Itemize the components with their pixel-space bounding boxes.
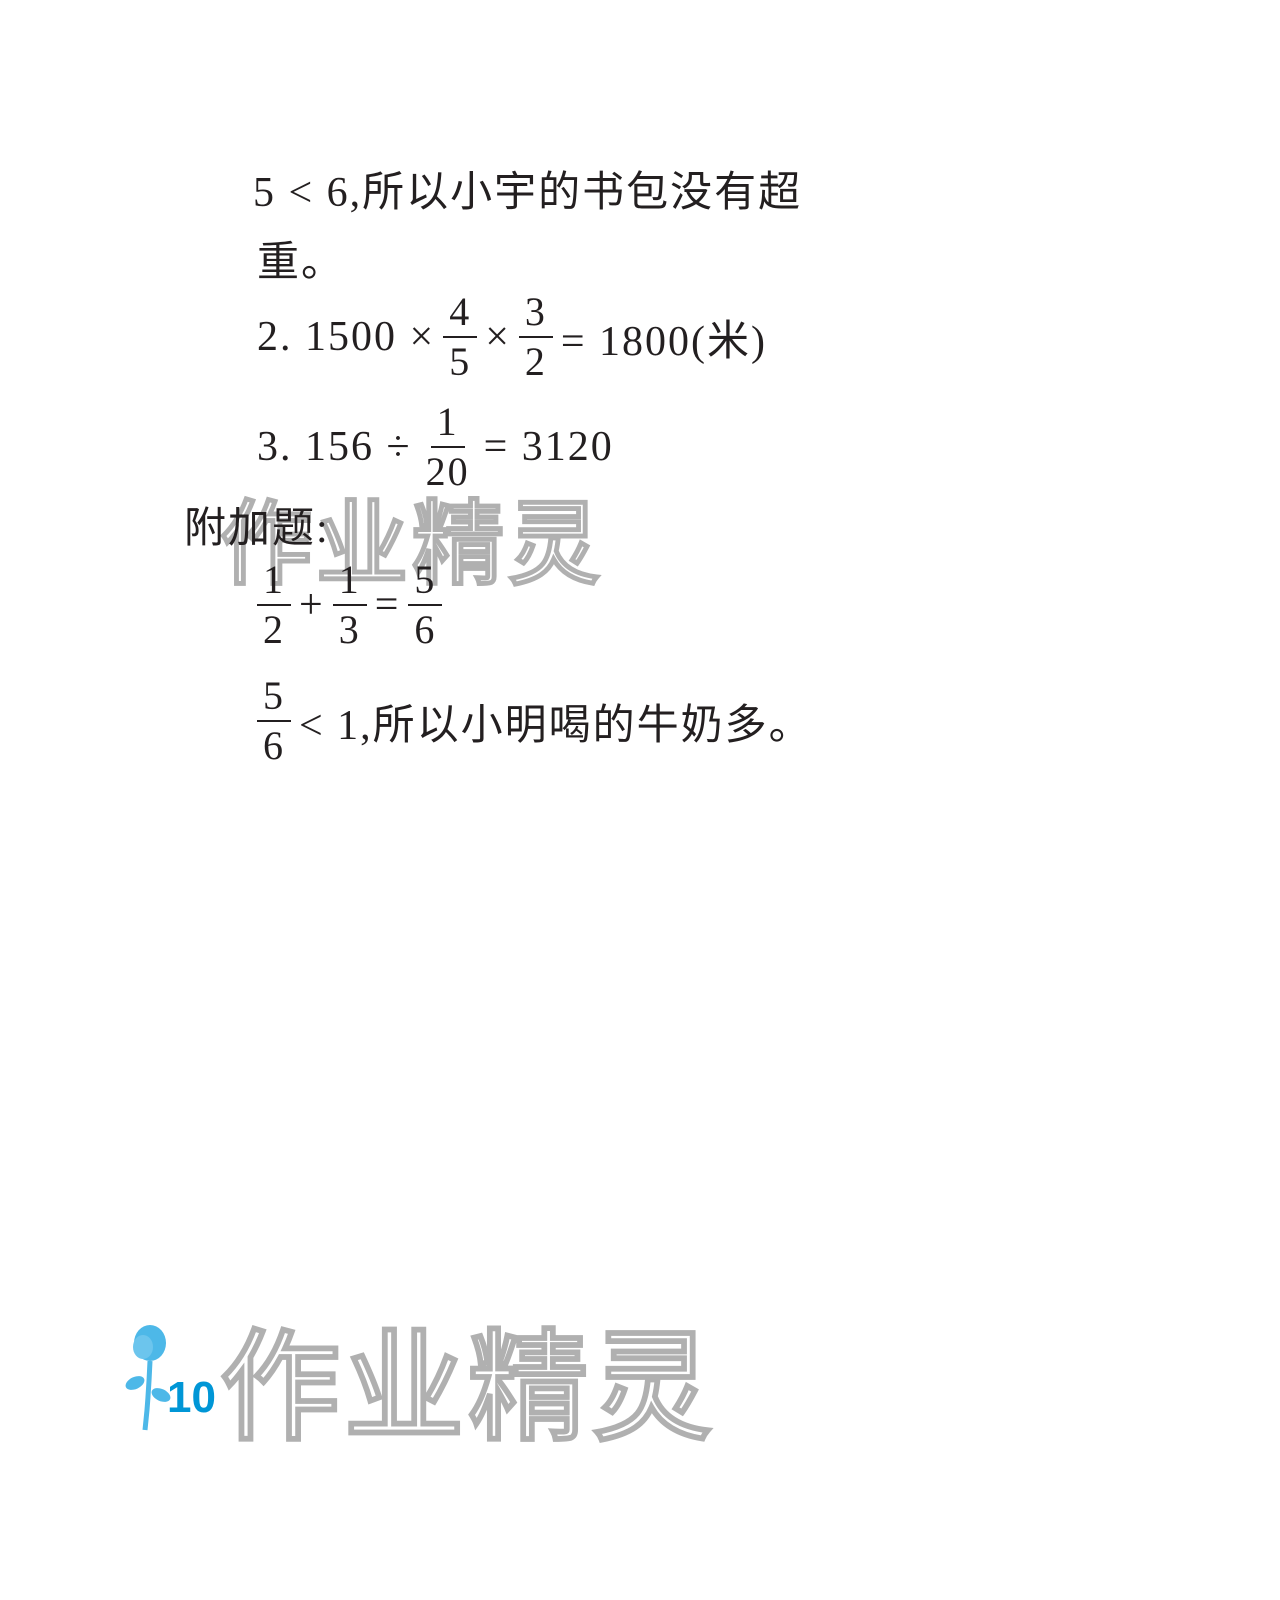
frac-1-3: 1 3 — [333, 558, 367, 652]
frac-4-5: 4 5 — [443, 290, 477, 384]
extra-label: 附加题: — [184, 494, 330, 555]
text-1a: 5 < 6,所以小宇的书包没有超 — [253, 170, 802, 216]
frac-num: 5 — [408, 558, 442, 606]
frac-1-20: 1 20 — [420, 400, 476, 494]
line4-mid1: + — [299, 581, 325, 629]
frac-num: 1 — [431, 400, 465, 448]
line3-prefix: 3. 156 ÷ — [257, 423, 412, 471]
frac-num: 3 — [519, 290, 553, 338]
frac-den: 20 — [420, 448, 476, 494]
line-3: 3. 156 ÷ 1 20 = 3120 — [257, 400, 614, 494]
line-1a: 5 < 6,所以小宇的书包没有超 — [253, 158, 802, 219]
line3-suffix: = 3120 — [484, 423, 614, 471]
text-1b: 重。 — [257, 240, 345, 286]
line-4: 1 2 + 1 3 = 5 6 — [257, 558, 442, 652]
rose-icon — [125, 1325, 185, 1425]
frac-den: 2 — [519, 338, 553, 384]
frac-den: 3 — [333, 606, 367, 652]
line5-suffix: < 1,所以小明喝的牛奶多。 — [299, 691, 813, 752]
line-5: 5 6 < 1,所以小明喝的牛奶多。 — [257, 674, 813, 768]
frac-1-2: 1 2 — [257, 558, 291, 652]
frac-3-2: 3 2 — [519, 290, 553, 384]
line4-mid2: = — [375, 581, 401, 629]
frac-den: 6 — [408, 606, 442, 652]
frac-5-6b: 5 6 — [257, 674, 291, 768]
frac-num: 4 — [443, 290, 477, 338]
frac-num: 1 — [257, 558, 291, 606]
frac-num: 1 — [333, 558, 367, 606]
line2-mid: × — [485, 313, 511, 361]
watermark-text: 作业精灵 — [220, 1290, 716, 1464]
frac-num: 5 — [257, 674, 291, 722]
line2-suffix: = 1800(米) — [561, 307, 767, 368]
frac-den: 5 — [443, 338, 477, 384]
line2-prefix: 2. 1500 × — [257, 313, 435, 361]
frac-den: 6 — [257, 722, 291, 768]
frac-5-6: 5 6 — [408, 558, 442, 652]
page-footer: 10 — [125, 1325, 216, 1425]
line-2: 2. 1500 × 4 5 × 3 2 = 1800(米) — [257, 290, 767, 384]
frac-den: 2 — [257, 606, 291, 652]
watermark-2: 作业精灵 — [220, 1290, 716, 1464]
extra-label-text: 附加题: — [184, 506, 330, 552]
line-1b: 重。 — [257, 228, 345, 289]
